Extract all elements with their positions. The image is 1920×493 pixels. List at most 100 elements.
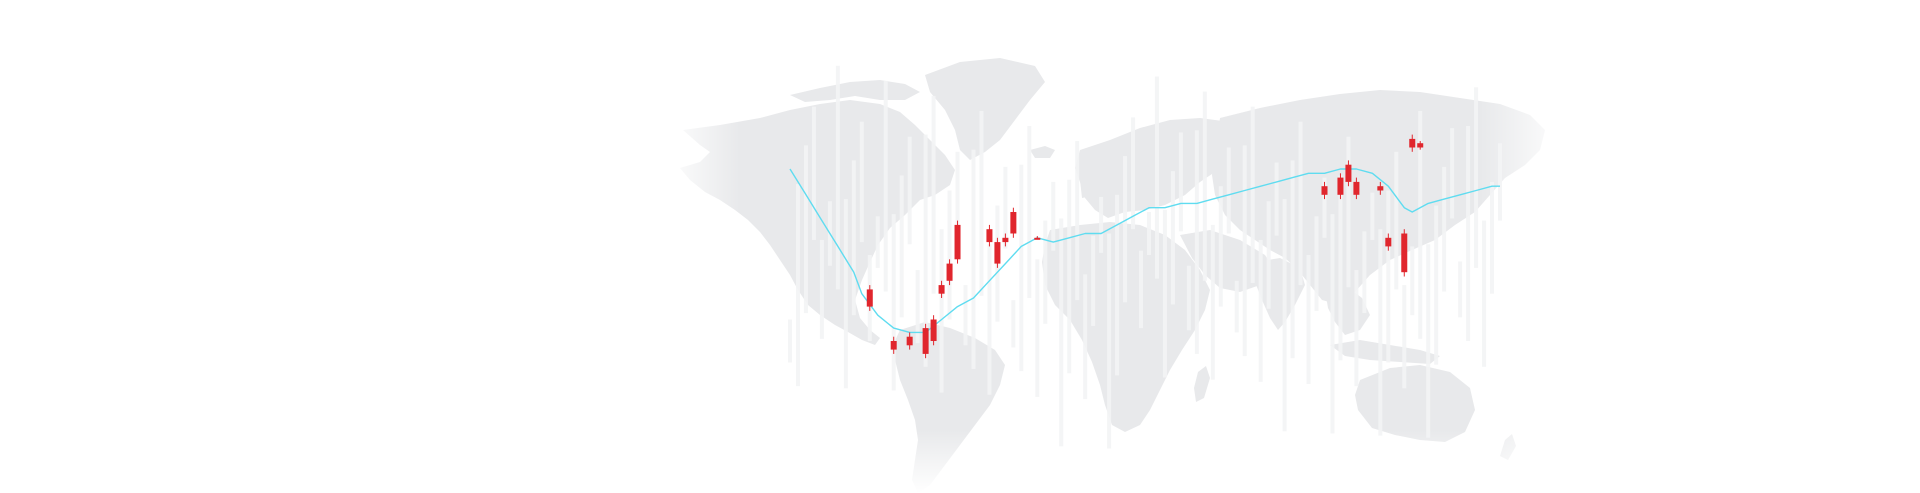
ghost-candle-83 xyxy=(1442,166,1447,292)
candle-body-8 xyxy=(986,229,993,243)
ghost-candle-48 xyxy=(1162,209,1167,378)
candle-3 xyxy=(922,323,929,359)
ghost-candle-82 xyxy=(1434,205,1439,365)
ghost-candle-2 xyxy=(795,184,800,387)
ghost-candle-26 xyxy=(987,244,992,395)
candle-body-21 xyxy=(1417,143,1424,148)
ghost-candle-56 xyxy=(1226,147,1231,234)
ghost-candle-49 xyxy=(1170,171,1175,305)
ghost-candle-33 xyxy=(1043,220,1048,324)
ghost-candle-86 xyxy=(1466,126,1471,341)
candle-body-9 xyxy=(994,242,1001,264)
ghost-candle-52 xyxy=(1194,130,1199,354)
candle-13 xyxy=(1321,181,1328,200)
candle-body-4 xyxy=(930,319,937,341)
ghost-candle-20 xyxy=(939,229,944,393)
candle-6 xyxy=(946,259,953,286)
ghost-candle-53 xyxy=(1202,91,1207,281)
candle-21 xyxy=(1417,141,1424,150)
candle-body-19 xyxy=(1401,233,1408,273)
ghost-candle-89 xyxy=(1490,181,1495,294)
ghost-candle-66 xyxy=(1306,255,1311,384)
candle-4 xyxy=(930,315,937,346)
ghost-candle-45 xyxy=(1139,250,1144,329)
ghost-candle-67 xyxy=(1314,216,1319,311)
candle-8 xyxy=(986,224,993,247)
ghost-candle-35 xyxy=(1059,218,1064,447)
ghost-candle-43 xyxy=(1123,156,1128,303)
ghost-candle-65 xyxy=(1298,121,1303,286)
ghost-candle-72 xyxy=(1354,270,1359,387)
candle-2 xyxy=(906,332,913,350)
candle-body-0 xyxy=(866,289,873,307)
ghost-candle-31 xyxy=(1027,126,1032,298)
ghost-candle-88 xyxy=(1482,220,1487,367)
candle-body-6 xyxy=(946,263,953,281)
candle-0 xyxy=(866,285,873,311)
candle-body-20 xyxy=(1409,138,1416,148)
ghost-candle-84 xyxy=(1450,128,1455,219)
ghost-candle-81 xyxy=(1426,244,1431,438)
ghost-candle-25 xyxy=(979,110,984,296)
trend-line xyxy=(789,168,1500,334)
ghost-candle-23 xyxy=(963,285,968,346)
iceland-shape xyxy=(1030,146,1055,158)
ghost-candle-15 xyxy=(899,175,904,318)
ghost-candle-44 xyxy=(1131,117,1136,230)
ghost-candle-3 xyxy=(803,145,808,314)
trend-line-group xyxy=(789,168,1500,334)
ghost-candle-63 xyxy=(1282,199,1287,432)
asia-shape xyxy=(1212,90,1545,305)
candle-body-10 xyxy=(1002,237,1009,243)
candle-9 xyxy=(994,237,1001,268)
candles-group xyxy=(866,134,1424,359)
ghost-candle-41 xyxy=(1107,233,1112,449)
ghost-candle-87 xyxy=(1474,87,1479,268)
ghost-candle-22 xyxy=(955,151,960,247)
ghost-candle-29 xyxy=(1011,300,1016,348)
candle-17 xyxy=(1377,181,1384,195)
ghost-candle-21 xyxy=(947,190,952,320)
candle-11 xyxy=(1010,207,1017,238)
candle-1 xyxy=(890,336,897,354)
ghost-candle-69 xyxy=(1330,214,1335,434)
candle-20 xyxy=(1409,134,1416,152)
ghost-candle-16 xyxy=(907,136,912,245)
ghost-candle-59 xyxy=(1250,106,1255,283)
ghost-candle-50 xyxy=(1178,132,1183,232)
arctic-islands-shape xyxy=(790,80,920,102)
ghost-candle-4 xyxy=(811,106,816,240)
ghost-candle-77 xyxy=(1394,151,1399,290)
world-map-background xyxy=(680,58,1545,493)
ghost-candle-40 xyxy=(1099,196,1104,253)
ghost-candle-5 xyxy=(819,239,824,339)
ghost-candle-39 xyxy=(1091,235,1096,326)
uk-shape xyxy=(1080,172,1096,198)
ghost-candle-90 xyxy=(1498,143,1502,221)
candle-body-15 xyxy=(1345,164,1352,182)
ghost-candle-76 xyxy=(1386,190,1391,363)
candle-12 xyxy=(1034,236,1041,240)
ghost-candle-17 xyxy=(915,270,920,344)
greenland-shape xyxy=(925,58,1045,160)
ghost-candle-85 xyxy=(1458,261,1463,318)
ghost-candle-73 xyxy=(1362,231,1367,314)
ghost-candle-14 xyxy=(891,214,896,391)
ghost-candle-28 xyxy=(1003,166,1008,249)
ghost-candle-47 xyxy=(1154,76,1159,279)
candle-14 xyxy=(1337,173,1344,200)
ghost-candle-75 xyxy=(1378,229,1383,436)
candle-body-2 xyxy=(906,336,913,346)
ghost-candle-58 xyxy=(1242,145,1247,357)
ghost-candle-8 xyxy=(843,199,848,389)
candle-body-16 xyxy=(1353,181,1360,195)
ghost-candle-32 xyxy=(1035,259,1040,397)
candle-body-18 xyxy=(1385,237,1392,247)
candle-body-13 xyxy=(1321,186,1328,195)
ghost-candle-34 xyxy=(1051,181,1056,251)
candle-18 xyxy=(1385,233,1392,251)
southeast-asia-shape xyxy=(1325,285,1370,335)
fade-bottom-overlay xyxy=(0,430,1920,493)
ghost-candle-51 xyxy=(1186,265,1191,331)
